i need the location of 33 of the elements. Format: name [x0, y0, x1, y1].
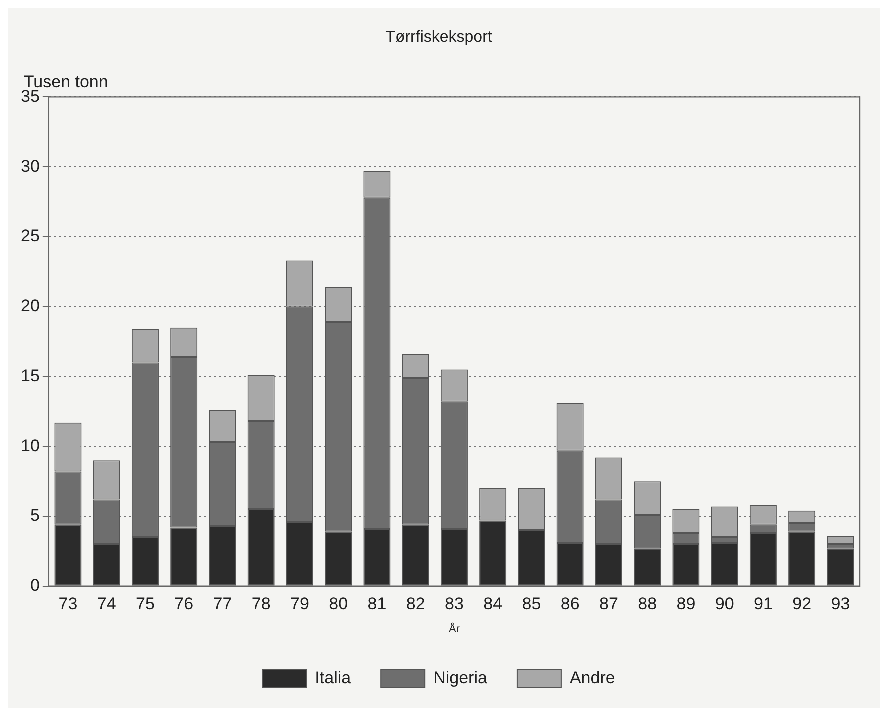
x-tick-label: 81 — [368, 594, 387, 614]
x-tick-label: 76 — [174, 594, 194, 614]
x-tick-label: 84 — [484, 594, 503, 614]
x-tick-label: 73 — [58, 594, 78, 614]
x-tick-label: 90 — [715, 594, 734, 614]
x-tick-label: 86 — [560, 594, 580, 614]
legend-label: Italia — [315, 668, 352, 688]
x-tick-label: 83 — [444, 594, 464, 614]
x-tick-label: 92 — [792, 594, 812, 614]
chart-title: Tørrfiskeksport — [386, 29, 493, 46]
x-tick-label: 80 — [329, 594, 348, 614]
legend-label: Andre — [570, 668, 616, 688]
legend-label: Nigeria — [434, 668, 488, 688]
x-tick-label: 87 — [599, 594, 618, 614]
x-tick-label: 85 — [522, 594, 542, 614]
y-tick-label: 10 — [20, 436, 40, 456]
x-tick-label: 78 — [252, 594, 271, 614]
y-tick-label: 20 — [20, 296, 40, 316]
x-tick-label: 82 — [406, 594, 426, 614]
y-tick-label: 0 — [30, 576, 40, 596]
x-tick-label: 88 — [638, 594, 658, 614]
x-axis-title: År — [448, 622, 460, 636]
y-tick-label: 25 — [20, 226, 40, 246]
y-tick-label: 5 — [30, 506, 40, 526]
x-tick-label: 89 — [676, 594, 696, 614]
x-tick-label: 91 — [754, 594, 773, 614]
x-tick-label: 74 — [97, 594, 116, 614]
y-tick-label: 15 — [20, 366, 40, 386]
x-tick-label: 79 — [290, 594, 310, 614]
x-tick-label: 75 — [136, 594, 155, 614]
x-tick-label: 93 — [831, 594, 850, 614]
y-tick-label: 30 — [20, 156, 40, 176]
x-tick-label: 77 — [213, 594, 232, 614]
